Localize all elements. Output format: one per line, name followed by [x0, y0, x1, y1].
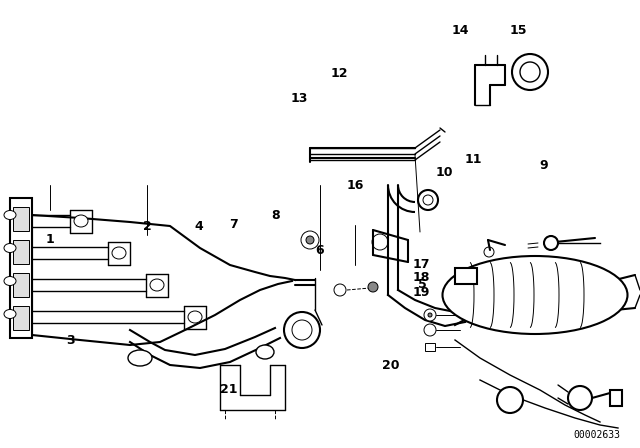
Ellipse shape — [150, 279, 164, 291]
Ellipse shape — [188, 311, 202, 323]
Bar — [13, 273, 29, 297]
Circle shape — [424, 324, 436, 336]
Ellipse shape — [4, 276, 16, 285]
Text: 2: 2 — [143, 220, 152, 233]
Circle shape — [334, 284, 346, 296]
Circle shape — [568, 386, 592, 410]
Circle shape — [544, 236, 558, 250]
Text: 20: 20 — [381, 358, 399, 372]
Text: 11: 11 — [465, 152, 483, 166]
Ellipse shape — [442, 256, 627, 334]
Bar — [425, 343, 435, 351]
Text: 14: 14 — [452, 24, 470, 37]
Text: 16: 16 — [346, 179, 364, 193]
Text: 5: 5 — [418, 278, 427, 291]
Circle shape — [306, 236, 314, 244]
Ellipse shape — [128, 350, 152, 366]
Text: 6: 6 — [316, 244, 324, 258]
Bar — [13, 207, 29, 231]
Ellipse shape — [74, 215, 88, 227]
Circle shape — [301, 231, 319, 249]
Text: 21: 21 — [220, 383, 238, 396]
Text: 8: 8 — [271, 208, 280, 222]
Bar — [13, 306, 29, 330]
Text: 19: 19 — [412, 285, 430, 299]
Circle shape — [418, 190, 438, 210]
Circle shape — [497, 387, 523, 413]
Bar — [10, 198, 32, 338]
Text: 4: 4 — [194, 220, 203, 233]
Ellipse shape — [112, 247, 126, 259]
Text: 18: 18 — [412, 271, 430, 284]
Ellipse shape — [4, 310, 16, 319]
Ellipse shape — [4, 211, 16, 220]
Text: 1: 1 — [45, 233, 54, 246]
Bar — [455, 268, 477, 284]
Ellipse shape — [256, 345, 274, 359]
Bar — [610, 390, 622, 406]
Circle shape — [428, 313, 432, 317]
Bar — [13, 240, 29, 264]
Text: 3: 3 — [66, 334, 75, 347]
Text: 7: 7 — [229, 217, 238, 231]
Text: 9: 9 — [540, 159, 548, 172]
Text: 15: 15 — [509, 24, 527, 37]
Circle shape — [424, 309, 436, 321]
Text: 12: 12 — [330, 67, 348, 81]
Text: 10: 10 — [436, 166, 454, 179]
Circle shape — [368, 282, 378, 292]
Circle shape — [284, 312, 320, 348]
Text: 00002633: 00002633 — [573, 430, 620, 440]
Text: 17: 17 — [412, 258, 430, 271]
Text: 13: 13 — [291, 92, 308, 105]
Circle shape — [512, 54, 548, 90]
Ellipse shape — [4, 244, 16, 253]
